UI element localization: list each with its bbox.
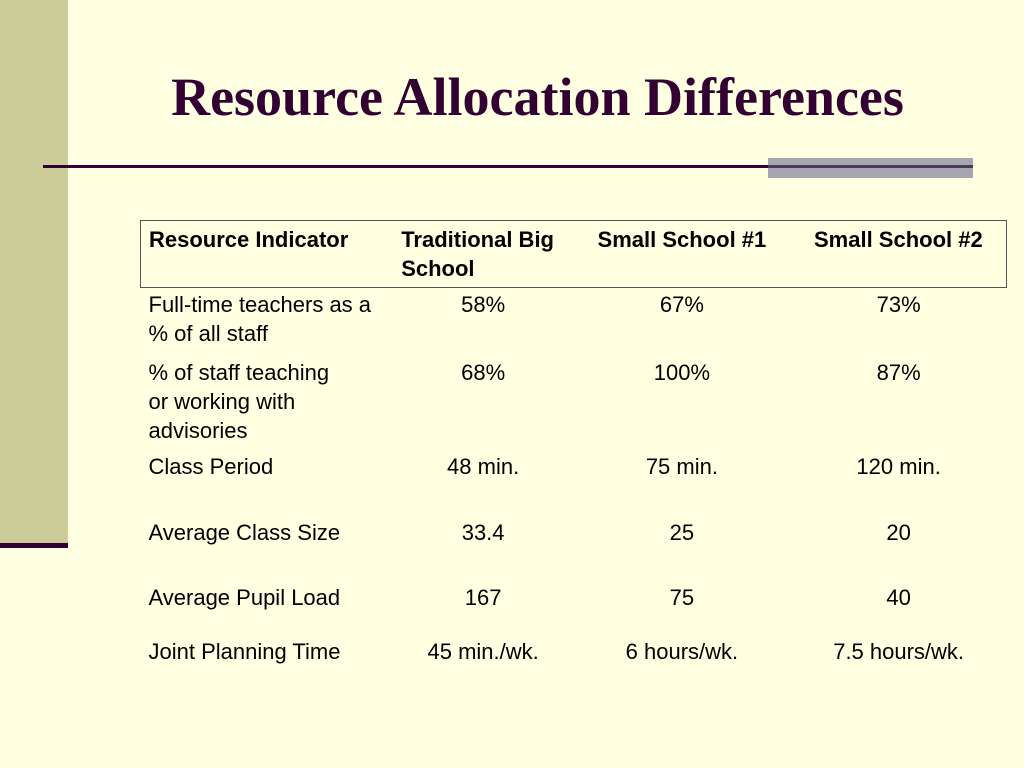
table-row: % of staff teaching or working with advi… xyxy=(141,356,1007,450)
cell: 75 min. xyxy=(645,453,718,479)
cell: 45 min./wk. xyxy=(427,638,539,664)
title-rule-accent-line xyxy=(768,165,973,168)
cell: 87% xyxy=(876,359,921,385)
header-traditional: Traditional Big School xyxy=(393,220,574,288)
row-label: Joint Planning Time xyxy=(148,638,341,664)
title-rule xyxy=(43,165,973,168)
row-label: % of staff teaching or working with advi… xyxy=(148,359,330,443)
left-accent-line xyxy=(0,543,68,548)
resource-table: Resource Indicator Traditional Big Schoo… xyxy=(140,220,1007,668)
cell: 25 xyxy=(669,519,695,545)
cell: 120 min. xyxy=(856,453,941,479)
cell: 7.5 hours/wk. xyxy=(833,638,965,664)
cell: 48 min. xyxy=(447,453,520,479)
cell: 75 xyxy=(669,584,695,610)
row-label: Average Pupil Load xyxy=(148,584,341,610)
table-row: Joint Planning Time 45 min./wk. 6 hours/wk… xyxy=(141,635,1007,668)
row-label: Average Class Size xyxy=(148,519,341,545)
slide-title: Resource Allocation Differences xyxy=(171,67,904,127)
cell: 67% xyxy=(659,292,704,317)
cell: 20 xyxy=(886,519,911,545)
table-row: Full-time teachers as a % of all staff 58… xyxy=(141,288,1007,356)
left-accent-bar xyxy=(0,0,68,545)
cell: 58% xyxy=(461,292,506,317)
cell: 100% xyxy=(653,359,711,385)
table-row: Average Class Size 33.4 25 20 xyxy=(141,516,1007,581)
table-header-row: Resource Indicator Traditional Big Schoo… xyxy=(140,220,1007,288)
cell: 33.4 xyxy=(461,519,505,545)
table-row: Class Period 48 min. 75 min. 120 min. xyxy=(141,450,1007,516)
row-label: Full-time teachers as a % of all staff xyxy=(148,292,372,346)
title-rule-accent xyxy=(768,158,973,178)
header-small-2: Small School #2 xyxy=(790,220,1007,288)
cell: 40 xyxy=(886,584,911,610)
cell: 73% xyxy=(876,292,921,317)
row-label: Class Period xyxy=(148,453,274,479)
cell: 6 hours/wk. xyxy=(625,638,739,664)
cell: 167 xyxy=(464,584,502,610)
header-indicator: Resource Indicator xyxy=(140,220,394,288)
table-row: Average Pupil Load 167 75 40 xyxy=(141,581,1007,635)
header-small-1: Small School #1 xyxy=(573,220,791,288)
cell: 68% xyxy=(461,359,506,385)
